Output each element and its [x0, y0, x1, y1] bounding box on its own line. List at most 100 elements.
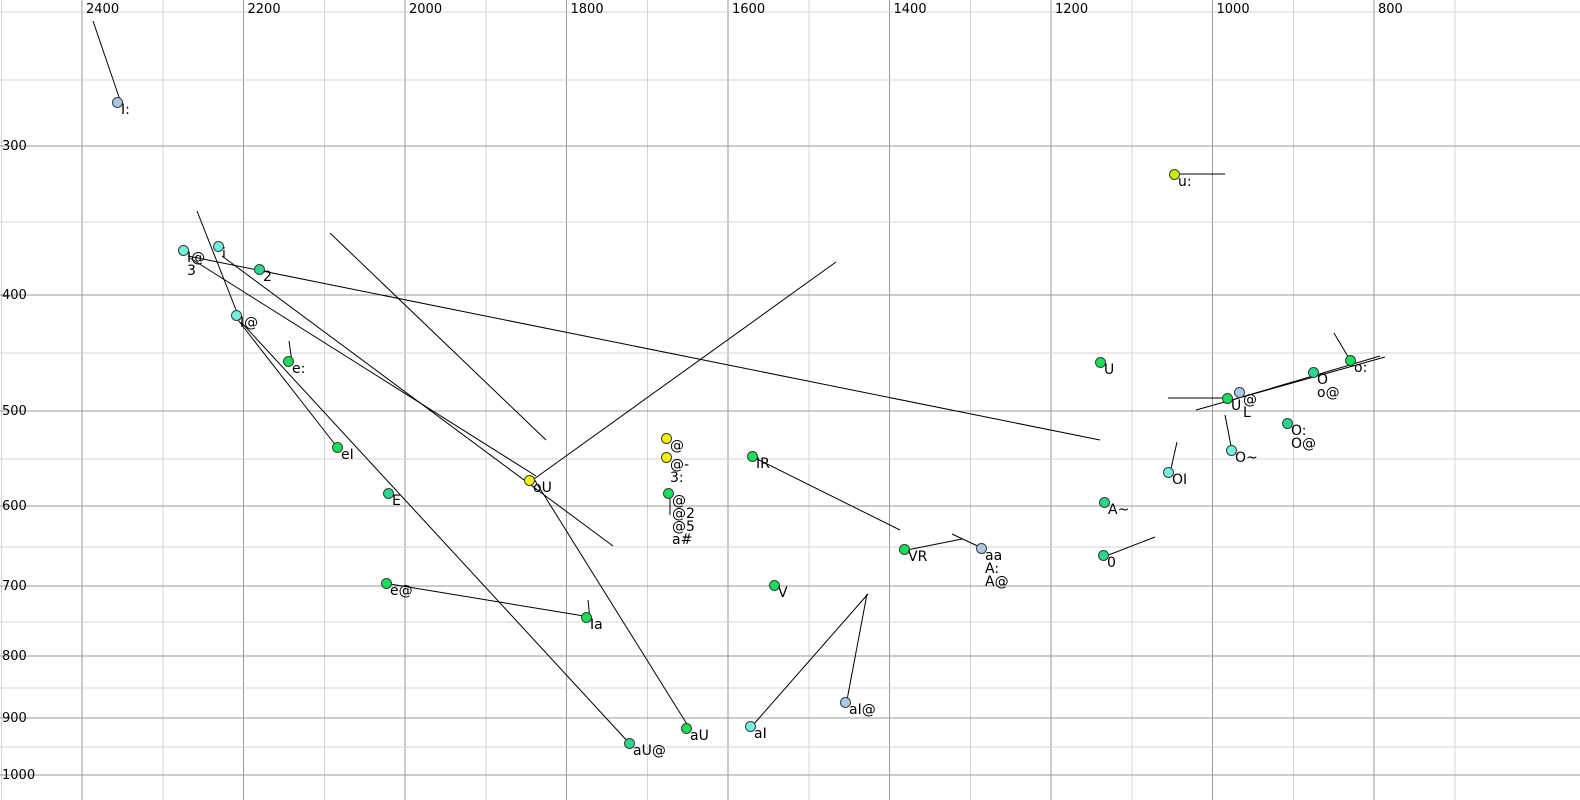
data-point-label: V: [778, 585, 788, 601]
data-point-label: @2: [672, 506, 695, 522]
data-point-label: I:: [121, 102, 130, 118]
connector-line: [754, 457, 901, 531]
data-point-marker[interactable]: [1308, 367, 1319, 378]
connector-line: [196, 210, 241, 321]
x-tick-label: 2000: [409, 2, 443, 17]
data-point-label: aa: [985, 548, 1003, 564]
data-point-label: U: [1231, 398, 1242, 414]
data-point-marker[interactable]: [681, 723, 692, 734]
data-point-label: o:: [1354, 360, 1368, 376]
data-point-marker[interactable]: [624, 738, 635, 749]
data-point-marker[interactable]: [663, 488, 674, 499]
data-point-marker[interactable]: [769, 580, 780, 591]
x-tick-label: 2400: [86, 2, 120, 17]
data-point-label: A@: [985, 574, 1009, 590]
y-tick-label: 1000: [2, 768, 36, 783]
data-point-label: OI: [1172, 472, 1188, 488]
data-point-label: I@: [187, 250, 206, 266]
connector-line: [906, 538, 963, 551]
data-point-marker[interactable]: [254, 264, 265, 275]
connector-line: [752, 593, 869, 726]
data-point-marker[interactable]: [1282, 418, 1293, 429]
data-point-label: @5: [672, 519, 695, 535]
data-point-label: @: [1243, 392, 1257, 408]
data-point-label: 3: [187, 263, 196, 279]
data-point-marker[interactable]: [661, 433, 672, 444]
data-point-marker[interactable]: [1169, 169, 1180, 180]
connector-line: [329, 232, 547, 441]
data-point-marker[interactable]: [1163, 467, 1174, 478]
y-tick-label: 300: [2, 139, 27, 154]
data-point-label: aU@: [633, 743, 666, 759]
data-point-marker[interactable]: [332, 442, 343, 453]
data-point-marker[interactable]: [283, 356, 294, 367]
data-point-label: U: [1104, 362, 1115, 378]
data-point-label: @-: [670, 457, 690, 473]
connector-line: [92, 20, 121, 101]
data-point-label: @: [672, 493, 686, 509]
data-point-label: VR: [908, 549, 928, 565]
data-point-label: i: [222, 246, 226, 262]
data-point-label: E: [392, 493, 401, 509]
data-point-label: aI@: [849, 702, 876, 718]
data-point-label: u:: [1178, 174, 1192, 190]
data-point-label: O:: [1291, 423, 1307, 439]
data-point-marker[interactable]: [213, 241, 224, 252]
data-point-label: oU: [533, 480, 552, 496]
data-point-label: e@: [390, 583, 413, 599]
y-tick-label: 600: [2, 499, 27, 514]
data-point-label: 2: [263, 269, 272, 285]
data-point-label: 3:: [670, 470, 684, 486]
connector-line: [1105, 536, 1156, 557]
x-tick-label: 1200: [1055, 2, 1089, 17]
y-tick-label: 800: [2, 649, 27, 664]
data-point-label: aU: [690, 728, 709, 744]
x-tick-label: 1600: [732, 2, 766, 17]
data-point-marker[interactable]: [1099, 497, 1110, 508]
data-point-label: A~: [1108, 502, 1130, 518]
data-point-marker[interactable]: [745, 721, 756, 732]
data-point-label: A:: [985, 561, 1000, 577]
data-point-marker[interactable]: [747, 451, 758, 462]
data-point-label: e:: [292, 361, 306, 377]
connector-line: [533, 478, 691, 730]
data-point-marker[interactable]: [231, 310, 242, 321]
data-point-marker[interactable]: [524, 475, 535, 486]
data-point-marker[interactable]: [178, 245, 189, 256]
data-point-marker[interactable]: [1226, 445, 1237, 456]
x-tick-label: 2200: [247, 2, 281, 17]
connector-line: [846, 593, 868, 701]
data-point-label: O@: [1291, 436, 1317, 452]
data-point-marker[interactable]: [1222, 393, 1233, 404]
y-tick-label: 400: [2, 288, 27, 303]
connector-line: [240, 321, 631, 745]
data-point-label: Ia: [590, 617, 603, 633]
data-point-marker[interactable]: [1098, 550, 1109, 561]
data-point-marker[interactable]: [112, 97, 123, 108]
data-point-marker[interactable]: [1234, 387, 1245, 398]
connector-line: [221, 255, 614, 547]
data-point-label: L: [1243, 405, 1251, 421]
x-tick-label: 1800: [570, 2, 604, 17]
data-point-marker[interactable]: [1345, 355, 1356, 366]
y-tick-label: 700: [2, 579, 27, 594]
y-tick-label: 900: [2, 711, 27, 726]
data-point-label: IR: [756, 456, 770, 472]
connector-line: [189, 257, 537, 477]
data-point-marker[interactable]: [661, 452, 672, 463]
data-point-label: I@: [240, 315, 259, 331]
connector-line: [187, 255, 1101, 441]
data-point-label: O~: [1235, 450, 1258, 466]
data-point-marker[interactable]: [1095, 357, 1106, 368]
connector-line: [237, 319, 338, 448]
data-point-marker[interactable]: [581, 612, 592, 623]
data-point-marker[interactable]: [381, 578, 392, 589]
data-point-label: o@: [1317, 385, 1340, 401]
data-point-marker[interactable]: [899, 544, 910, 555]
data-point-marker[interactable]: [383, 488, 394, 499]
x-tick-label: 1000: [1216, 2, 1250, 17]
data-point-marker[interactable]: [976, 543, 987, 554]
data-point-marker[interactable]: [840, 697, 851, 708]
connector-line: [389, 583, 591, 618]
